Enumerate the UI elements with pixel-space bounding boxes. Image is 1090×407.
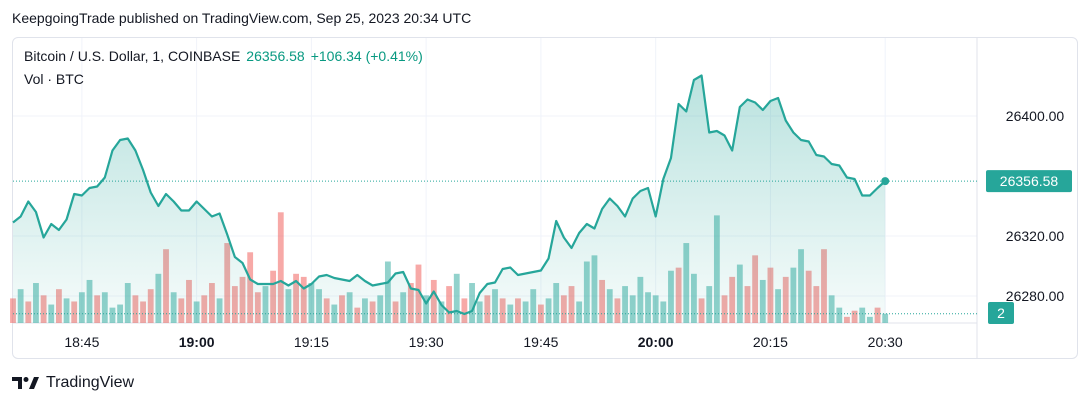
volume-bar	[453, 273, 460, 323]
last-volume-tag: 2	[988, 302, 1014, 324]
volume-bar	[446, 286, 453, 323]
x-tick-label: 19:45	[523, 334, 558, 350]
published-header: KeepgoingTrade published on TradingView.…	[12, 10, 472, 26]
y-tick-label: 26280.00	[1006, 288, 1065, 304]
volume-bar	[469, 283, 475, 323]
x-tick-label: 20:00	[638, 334, 674, 350]
last-price: 26356.58	[246, 48, 305, 64]
last-price-point	[881, 177, 890, 186]
volume-bar	[882, 313, 889, 323]
footer: TradingView	[12, 374, 134, 392]
x-axis: 18:45 19:00 19:15 19:30 19:45 20:00 20:15 20:30	[64, 334, 903, 350]
y-tick-label: 26320.00	[1006, 228, 1065, 244]
last-price-tag: 26356.58	[986, 170, 1072, 193]
symbol-legend: Bitcoin / U.S. Dollar, 1, COINBASE 26356.…	[24, 48, 423, 64]
last-volume-tag-text: 2	[997, 305, 1005, 321]
price-area	[13, 75, 886, 323]
x-tick-label: 18:45	[64, 334, 99, 350]
tradingview-brand: TradingView	[46, 374, 135, 391]
y-axis: 26280.00 26320.00 26400.00	[1006, 108, 1065, 304]
volume-bar	[461, 298, 468, 323]
volume-label: Vol · BTC	[24, 71, 84, 87]
price-line	[12, 74, 886, 316]
last-price-tag-text: 26356.58	[1000, 173, 1059, 189]
x-tick-label: 19:30	[409, 334, 444, 350]
y-tick-label: 26400.00	[1006, 108, 1065, 124]
chart-frame	[12, 37, 1078, 359]
symbol-name: Bitcoin / U.S. Dollar, 1, COINBASE	[24, 48, 241, 64]
tradingview-logo-icon	[12, 377, 39, 389]
x-tick-label: 20:30	[868, 334, 903, 350]
volume-bar	[277, 212, 284, 323]
x-tick-label: 19:15	[294, 334, 329, 350]
x-tick-label: 19:00	[179, 334, 215, 350]
price-change: +106.34 (+0.41%)	[310, 48, 423, 64]
x-tick-label: 20:15	[753, 334, 788, 350]
